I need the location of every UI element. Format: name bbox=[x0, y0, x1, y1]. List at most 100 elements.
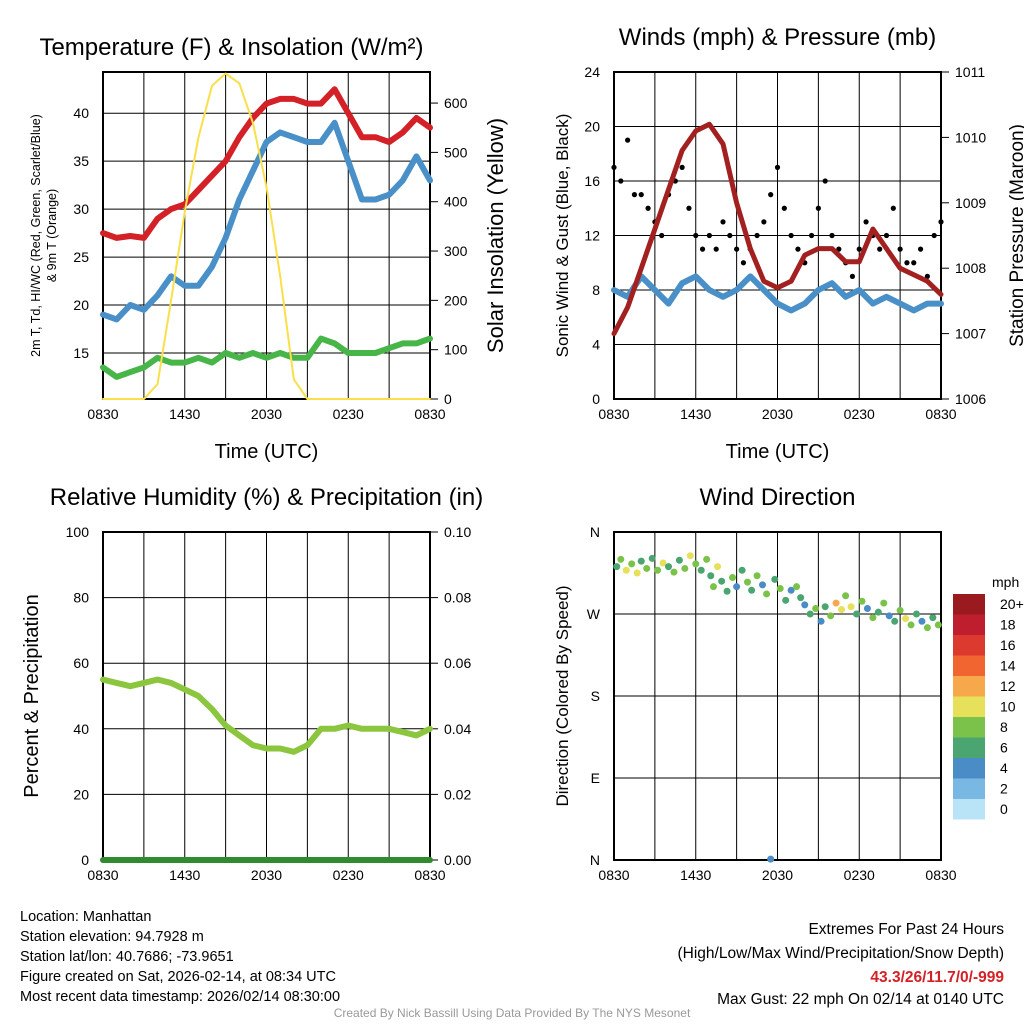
y-tick-label: 8 bbox=[592, 282, 600, 298]
x-tick-label: 0230 bbox=[844, 406, 875, 422]
gust-point bbox=[659, 232, 665, 239]
legend-label: 8 bbox=[1000, 719, 1008, 735]
y-axis-label: Percent & Precipitation bbox=[21, 594, 43, 797]
wind-direction-point bbox=[869, 614, 877, 622]
y-tick-label: W bbox=[587, 606, 601, 622]
y-right-tick-label: 0 bbox=[444, 391, 452, 407]
y-tick-label: 80 bbox=[73, 590, 89, 606]
legend-swatch bbox=[953, 635, 985, 656]
y-right-tick-label: 0.04 bbox=[444, 721, 471, 737]
wind-direction-point bbox=[675, 556, 683, 564]
x-tick-label: 0830 bbox=[925, 406, 956, 422]
wind-direction-point bbox=[885, 612, 893, 620]
wind-direction-point bbox=[793, 583, 801, 591]
wind-direction-point bbox=[832, 599, 840, 607]
gust-point bbox=[706, 232, 712, 239]
wind-direction-point bbox=[782, 596, 790, 604]
x-tick-label: 1430 bbox=[169, 406, 200, 422]
legend-label: 4 bbox=[1000, 760, 1008, 776]
gust-point bbox=[713, 246, 719, 252]
wind-direction-point bbox=[729, 574, 737, 582]
gust-point bbox=[618, 178, 624, 184]
wind-direction-point bbox=[654, 566, 662, 574]
wind-direction-point bbox=[923, 624, 931, 632]
wind-direction-point bbox=[912, 610, 920, 618]
x-tick-label: 2030 bbox=[762, 406, 793, 422]
max-gust-text: Max Gust: 22 mph On 02/14 at 0140 UTC bbox=[717, 991, 1004, 1008]
gust-point bbox=[611, 164, 617, 170]
wind-direction-point bbox=[738, 566, 746, 574]
extremes-values: 43.3/26/11.7/0/-999 bbox=[870, 969, 1004, 986]
y-right-tick-label: 1006 bbox=[955, 391, 986, 407]
credit-text: Created By Nick Bassill Using Data Provi… bbox=[333, 1006, 691, 1020]
chart-panel-2: Winds (mph) & Pressure (mb) 0830 1430 2030 0… bbox=[553, 24, 1024, 463]
y-right-tick-label: 500 bbox=[444, 144, 468, 160]
y-right-tick-label: 0.08 bbox=[444, 590, 471, 606]
wind-direction-point bbox=[670, 568, 678, 576]
wind-direction-point bbox=[891, 617, 899, 625]
legend-swatch bbox=[953, 717, 985, 738]
y-tick-label: 0 bbox=[81, 852, 89, 868]
wind-direction-point bbox=[842, 592, 850, 600]
gust-point bbox=[883, 232, 890, 239]
y-right-tick-label: 1007 bbox=[955, 326, 986, 342]
chart-title: Relative Humidity (%) & Precipitation (i… bbox=[50, 484, 483, 511]
wind-direction-point bbox=[709, 583, 717, 591]
y-axis-label: Sonic Wind & Gust (Blue, Black) bbox=[553, 114, 572, 358]
legend-swatch bbox=[953, 696, 985, 717]
series-2m-t bbox=[100, 86, 433, 241]
gust-point bbox=[795, 246, 801, 252]
gust-point bbox=[836, 246, 842, 252]
recent-data-text: Most recent data timestamp: 2026/02/14 0… bbox=[20, 989, 341, 1005]
y-tick-label: N bbox=[590, 852, 600, 868]
y-right-tick-label: 200 bbox=[444, 292, 468, 308]
wind-direction-point bbox=[863, 605, 871, 613]
wind-direction-point bbox=[918, 617, 926, 625]
gust-point bbox=[686, 205, 692, 211]
wind-direction-point bbox=[659, 559, 667, 567]
gust-point bbox=[822, 178, 828, 184]
wind-direction-point bbox=[896, 606, 904, 614]
legend-swatch bbox=[953, 758, 985, 779]
wind-direction-point bbox=[714, 563, 722, 571]
wind-direction-point bbox=[880, 599, 888, 607]
y-tick-label: 40 bbox=[73, 721, 89, 737]
gust-point bbox=[699, 246, 706, 252]
chart-title: Wind Direction bbox=[699, 484, 855, 511]
wind-direction-point bbox=[692, 560, 700, 568]
y-tick-label: 0 bbox=[592, 391, 600, 407]
y-right-tick-label: 100 bbox=[444, 342, 468, 358]
gust-point bbox=[815, 205, 821, 211]
gust-point bbox=[761, 219, 767, 225]
chart-title: Winds (mph) & Pressure (mb) bbox=[619, 24, 936, 51]
legend-swatch bbox=[953, 594, 985, 615]
y-tick-label: 60 bbox=[73, 655, 89, 671]
wind-direction-point bbox=[648, 554, 656, 562]
gust-point bbox=[734, 246, 740, 252]
y-right-tick-label: 0.10 bbox=[444, 524, 471, 540]
y-tick-label: 24 bbox=[584, 64, 600, 80]
wind-direction-point bbox=[838, 605, 846, 613]
gust-point bbox=[625, 137, 631, 143]
legend-label: 2 bbox=[1000, 781, 1008, 797]
legend-swatch bbox=[953, 676, 985, 697]
wind-direction-point bbox=[753, 572, 761, 580]
y-tick-label: 4 bbox=[592, 337, 600, 353]
x-tick-label: 2030 bbox=[251, 867, 282, 883]
gust-point bbox=[774, 164, 781, 170]
wind-direction-point bbox=[622, 566, 630, 574]
wind-direction-point bbox=[703, 555, 711, 563]
x-tick-label: 2030 bbox=[251, 406, 282, 422]
gust-point bbox=[638, 192, 644, 198]
series-hi-wc bbox=[100, 119, 433, 323]
wind-direction-point bbox=[697, 566, 705, 574]
x-tick-label: 0830 bbox=[87, 867, 118, 883]
elevation-text: Station elevation: 94.7928 m bbox=[20, 929, 204, 945]
wind-direction-point bbox=[744, 578, 752, 586]
y-right-tick-label: 0.00 bbox=[444, 852, 471, 868]
y-right-tick-label: 600 bbox=[444, 95, 468, 111]
chart-panel-1: Temperature (F) & Insolation (W/m²) 0830 1… bbox=[29, 34, 508, 463]
wind-direction-point bbox=[787, 586, 795, 594]
x-tick-label: 0830 bbox=[414, 406, 445, 422]
